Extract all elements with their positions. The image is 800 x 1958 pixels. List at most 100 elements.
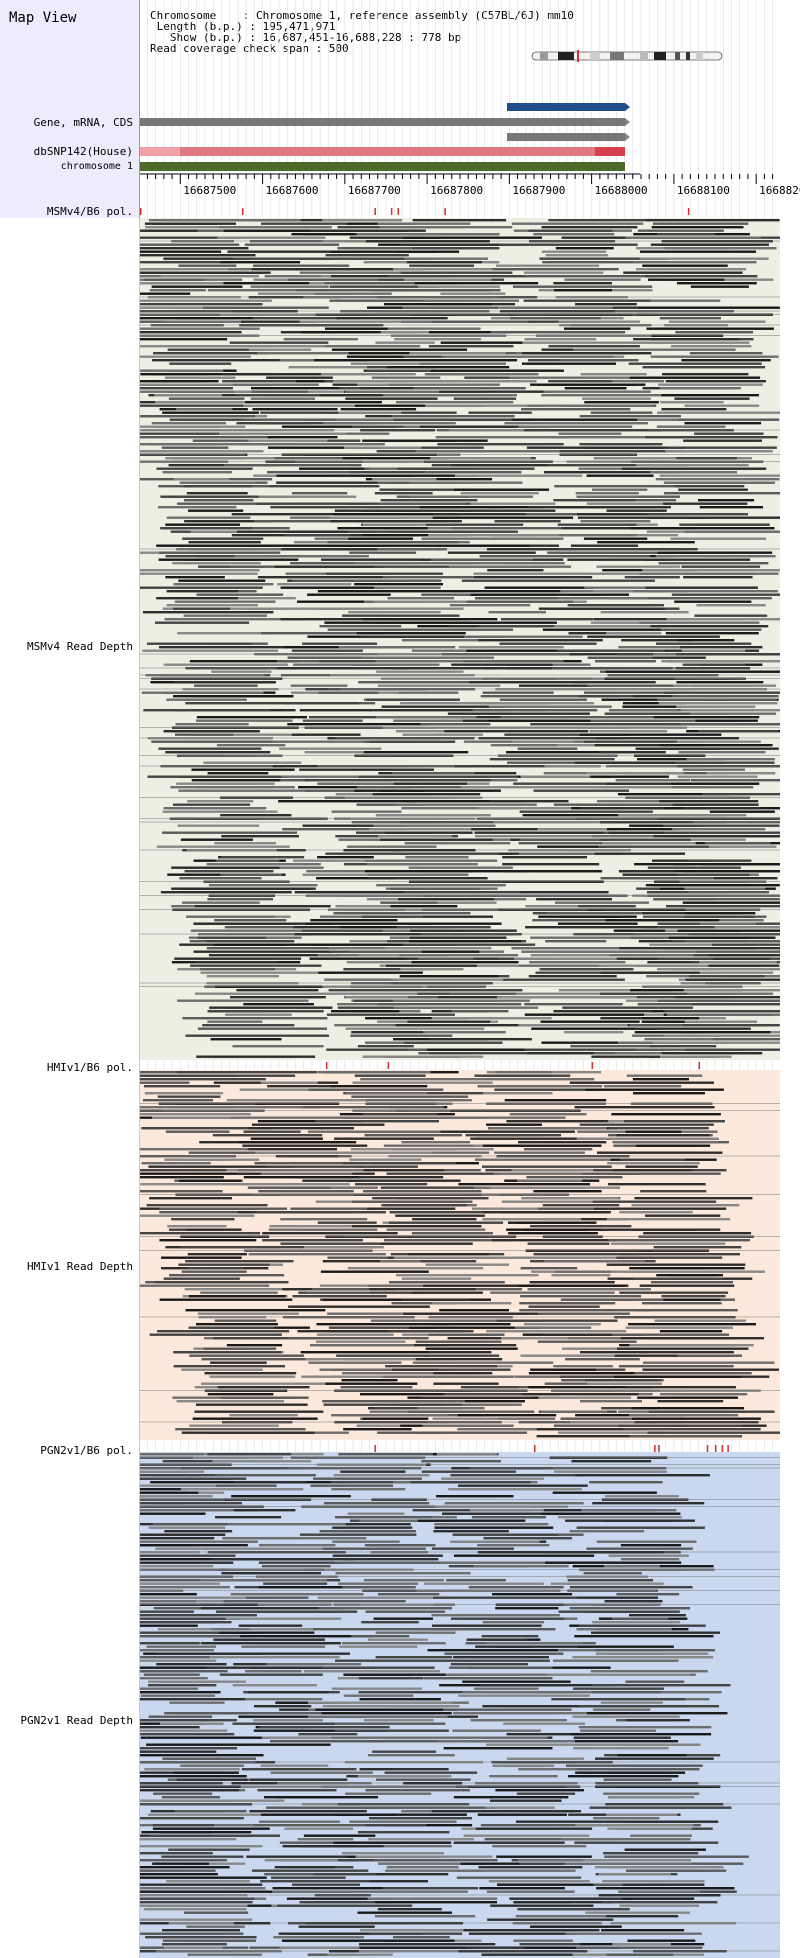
msm-depth-label[interactable]: MSMv4 Read Depth <box>27 640 133 653</box>
read-alignment <box>424 373 539 376</box>
read-alignment <box>157 506 237 509</box>
read-alignment <box>187 1953 262 1956</box>
read-alignment <box>690 285 749 288</box>
gene-track-label[interactable]: Gene, mRNA, CDS <box>33 116 133 129</box>
read-alignment <box>625 1680 685 1683</box>
read-alignment <box>314 359 400 362</box>
read-alignment <box>678 751 766 754</box>
read-alignment <box>419 870 529 873</box>
pgn-read-depth-panel[interactable] <box>140 1452 800 1958</box>
read-alignment <box>621 467 767 470</box>
read-alignment <box>668 320 766 323</box>
read-alignment <box>167 1757 237 1760</box>
read-alignment <box>409 936 507 939</box>
read-alignment <box>292 1295 387 1298</box>
read-alignment <box>415 450 560 453</box>
read-alignment <box>279 1946 359 1949</box>
read-alignment <box>343 1428 412 1431</box>
read-alignment <box>140 1869 216 1872</box>
read-alignment <box>686 758 775 761</box>
read-alignment <box>247 1186 331 1189</box>
read-alignment <box>140 1659 217 1662</box>
dbsnp-track[interactable] <box>140 147 625 156</box>
read-alignment <box>162 411 259 414</box>
hmi-polymorphism-track[interactable] <box>140 1062 800 1069</box>
read-alignment <box>495 1607 559 1610</box>
read-alignment <box>479 555 572 558</box>
chromosome-track-label[interactable]: chromosome 1 <box>60 161 133 172</box>
read-alignment <box>258 495 357 498</box>
read-alignment <box>322 1705 460 1708</box>
read-alignment <box>607 950 701 953</box>
hmi-pol-label[interactable]: HMIv1/B6 pol. <box>46 1061 133 1074</box>
pgn-depth-label[interactable]: PGN2v1 Read Depth <box>20 1714 133 1727</box>
read-alignment <box>193 695 293 698</box>
read-alignment <box>201 1642 341 1645</box>
read-alignment <box>552 1491 657 1494</box>
read-alignment <box>361 509 421 512</box>
read-alignment <box>486 1890 575 1893</box>
read-alignment <box>420 1396 533 1399</box>
read-alignment <box>377 1400 456 1403</box>
read-alignment <box>441 355 520 358</box>
read-alignment <box>253 1824 375 1827</box>
read-alignment <box>317 782 394 785</box>
read-alignment <box>184 520 273 523</box>
read-alignment <box>166 604 259 607</box>
read-alignment <box>369 828 494 831</box>
read-alignment <box>368 1817 472 1820</box>
read-alignment <box>196 1055 316 1058</box>
read-alignment <box>494 1151 585 1154</box>
read-alignment <box>438 996 539 999</box>
read-alignment <box>140 317 255 320</box>
read-alignment <box>636 348 736 351</box>
read-alignment <box>541 1218 628 1221</box>
read-alignment <box>140 387 233 390</box>
hmi-depth-label[interactable]: HMIv1 Read Depth <box>27 1260 133 1273</box>
read-alignment <box>360 387 437 390</box>
read-alignment <box>561 1347 642 1350</box>
read-alignment <box>600 971 722 974</box>
read-alignment <box>214 1319 277 1322</box>
read-alignment <box>578 1726 712 1729</box>
read-alignment <box>623 271 743 274</box>
show-value: : 16,687,451-16,688,228 : 778 bp <box>249 31 462 44</box>
dbsnp-track-label[interactable]: dbSNP142(House) <box>33 145 133 158</box>
read-alignment <box>533 789 630 792</box>
read-alignment <box>268 446 380 449</box>
read-alignment <box>638 1351 734 1354</box>
read-alignment <box>152 1474 223 1477</box>
read-alignment <box>179 481 256 484</box>
read-alignment <box>570 1045 662 1048</box>
msm-read-depth-panel[interactable] <box>140 218 800 1060</box>
read-alignment <box>496 1855 592 1858</box>
read-alignment <box>436 1453 498 1456</box>
chromosome-ideogram[interactable] <box>531 50 723 62</box>
read-alignment <box>388 1221 504 1224</box>
read-alignment <box>140 1904 248 1907</box>
read-alignment <box>451 663 553 666</box>
read-alignment <box>492 1845 587 1848</box>
read-alignment <box>661 408 727 411</box>
read-alignment <box>509 1897 632 1900</box>
read-alignment <box>641 1020 705 1023</box>
genome-browser-canvas[interactable]: 16687500 16687600 16687700 16687800 16687900… <box>140 0 800 1958</box>
read-alignment <box>536 1435 678 1438</box>
read-alignment <box>341 1558 439 1561</box>
hmi-read-depth-panel[interactable] <box>140 1070 800 1440</box>
msm-pol-label[interactable]: MSMv4/B6 pol. <box>46 205 133 218</box>
read-alignment <box>316 1333 394 1336</box>
pgn-polymorphism-track[interactable] <box>140 1445 800 1452</box>
chromosome-track[interactable] <box>140 162 625 171</box>
read-alignment <box>362 1190 482 1193</box>
msm-polymorphism-track[interactable] <box>140 208 800 215</box>
gene-track[interactable] <box>140 103 630 141</box>
read-alignment <box>165 555 300 558</box>
read-alignment <box>675 618 780 621</box>
read-alignment <box>227 250 360 253</box>
pgn-pol-label[interactable]: PGN2v1/B6 pol. <box>40 1444 133 1457</box>
read-alignment <box>512 740 574 743</box>
read-alignment <box>459 1736 548 1739</box>
read-alignment <box>541 250 607 253</box>
read-alignment <box>209 1656 340 1659</box>
